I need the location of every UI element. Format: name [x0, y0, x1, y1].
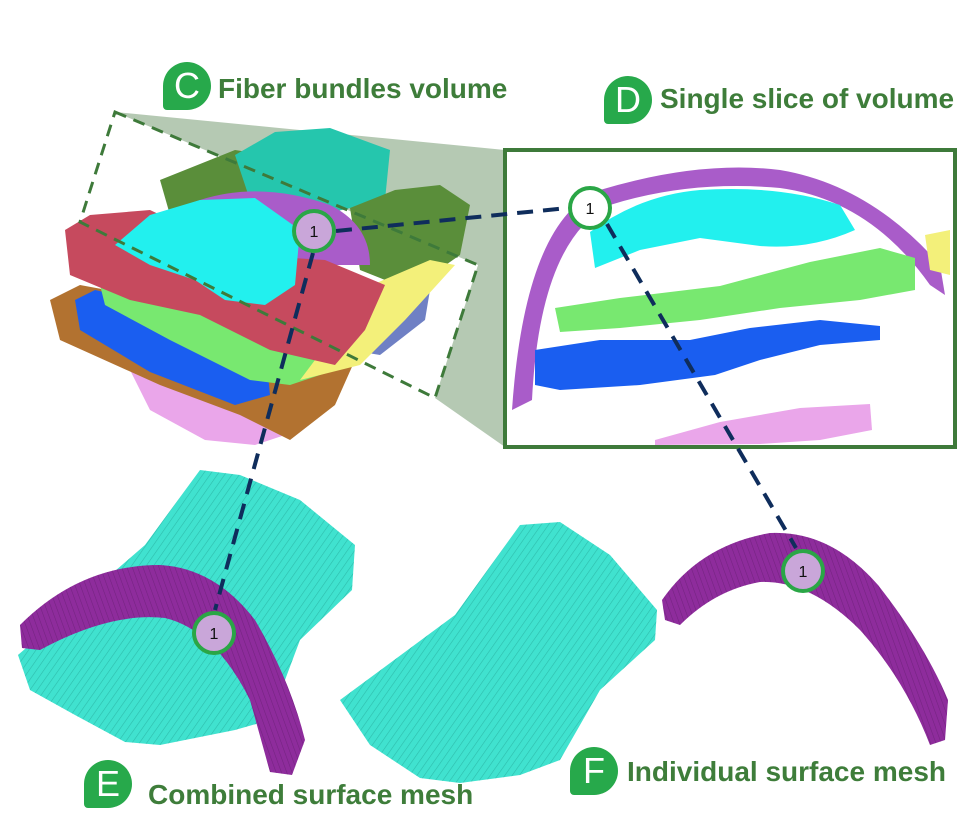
panel-badge-e: E	[84, 760, 132, 808]
connector-volume-to-slice	[335, 206, 569, 233]
bundle-yellow-slice	[925, 230, 950, 275]
marker-individual-mesh: 1	[781, 549, 825, 593]
marker-slice: 1	[568, 186, 612, 230]
marker-combined-mesh: 1	[192, 611, 236, 655]
correspondence-connectors	[213, 206, 798, 611]
bundle-blue-slice	[535, 320, 880, 390]
marker-volume: 1	[292, 209, 336, 253]
panel-title-c: Fiber bundles volume	[218, 73, 508, 104]
individual-surface-meshes	[340, 522, 948, 783]
mesh-purple-individual-texture	[662, 532, 948, 745]
connector-slice-to-individual-mesh	[605, 222, 798, 550]
panel-title-d: Single slice of volume	[660, 83, 955, 114]
panel-badge-f: F	[570, 747, 618, 795]
marker-individual-mesh-label: 1	[799, 564, 808, 581]
combined-surface-mesh	[18, 470, 355, 775]
slice-panel	[503, 148, 957, 449]
marker-slice-label: 1	[586, 201, 595, 218]
mesh-teal-individual-texture	[340, 522, 657, 783]
panel-title-f: Individual surface mesh	[627, 756, 946, 787]
bundle-cyan-slice	[590, 189, 855, 268]
connector-volume-to-combined-mesh	[213, 252, 315, 611]
panel-badge-c: C	[163, 62, 211, 110]
panel-badge-d: D	[604, 76, 652, 124]
marker-combined-mesh-label: 1	[210, 626, 219, 643]
bundle-green-slice	[555, 248, 915, 332]
bundle-green-volume	[100, 285, 335, 385]
bundle-pink-slice	[655, 404, 872, 445]
marker-volume-label: 1	[310, 224, 319, 241]
panel-title-e: Combined surface mesh	[148, 779, 474, 810]
slice-selection-box	[78, 109, 480, 401]
bundle-cyan-volume	[115, 198, 300, 305]
mesh-purple-combined-texture	[20, 565, 305, 775]
